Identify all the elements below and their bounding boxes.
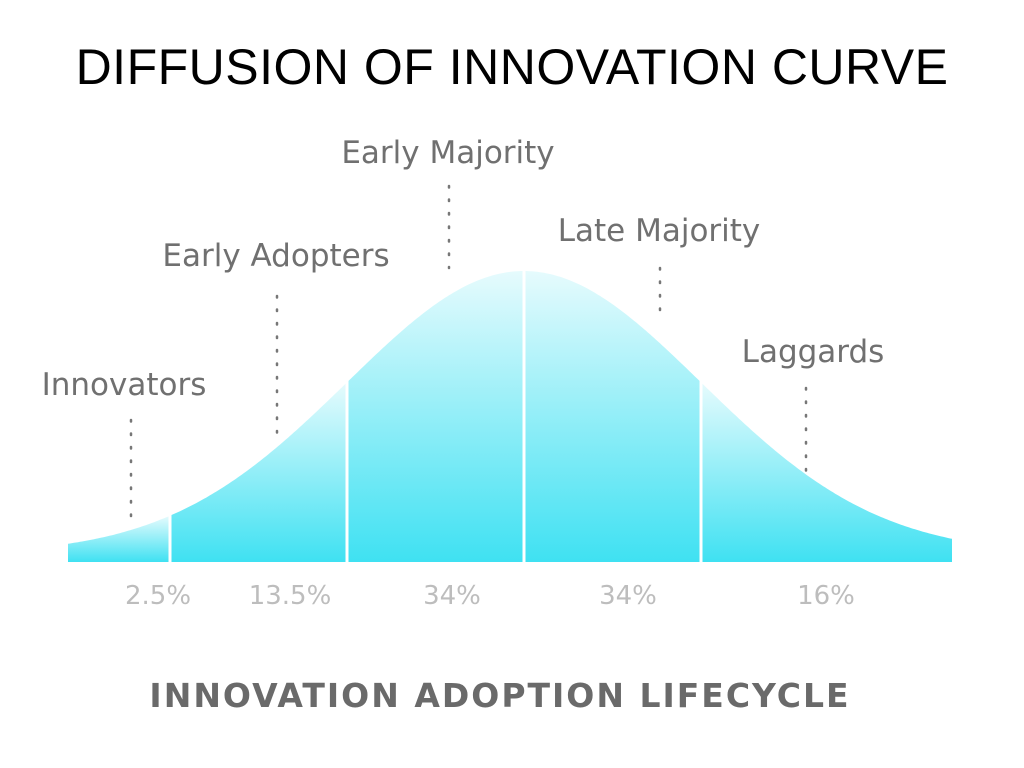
segment-innovators: [68, 515, 170, 562]
category-label-late-majority: Late Majority: [558, 213, 761, 249]
category-label-innovators: Innovators: [42, 367, 207, 403]
category-label-early-adopters: Early Adopters: [162, 238, 389, 274]
segment-late-majority: [524, 271, 701, 562]
category-label-laggards: Laggards: [742, 334, 885, 370]
segment-early-adopters: [170, 382, 347, 562]
category-label-early-majority: Early Majority: [341, 135, 554, 171]
percent-label-innovators: 2.5%: [125, 581, 191, 611]
percent-label-laggards: 16%: [797, 581, 855, 611]
segment-laggards: [701, 382, 952, 562]
percent-label-early-majority: 34%: [423, 581, 481, 611]
chart-caption: INNOVATION ADOPTION LIFECYCLE: [149, 676, 851, 715]
slide-title: DIFFUSION OF INNOVATION CURVE: [75, 39, 949, 95]
segment-early-majority: [347, 271, 524, 562]
percent-label-early-adopters: 13.5%: [249, 581, 332, 611]
percent-label-late-majority: 34%: [599, 581, 657, 611]
